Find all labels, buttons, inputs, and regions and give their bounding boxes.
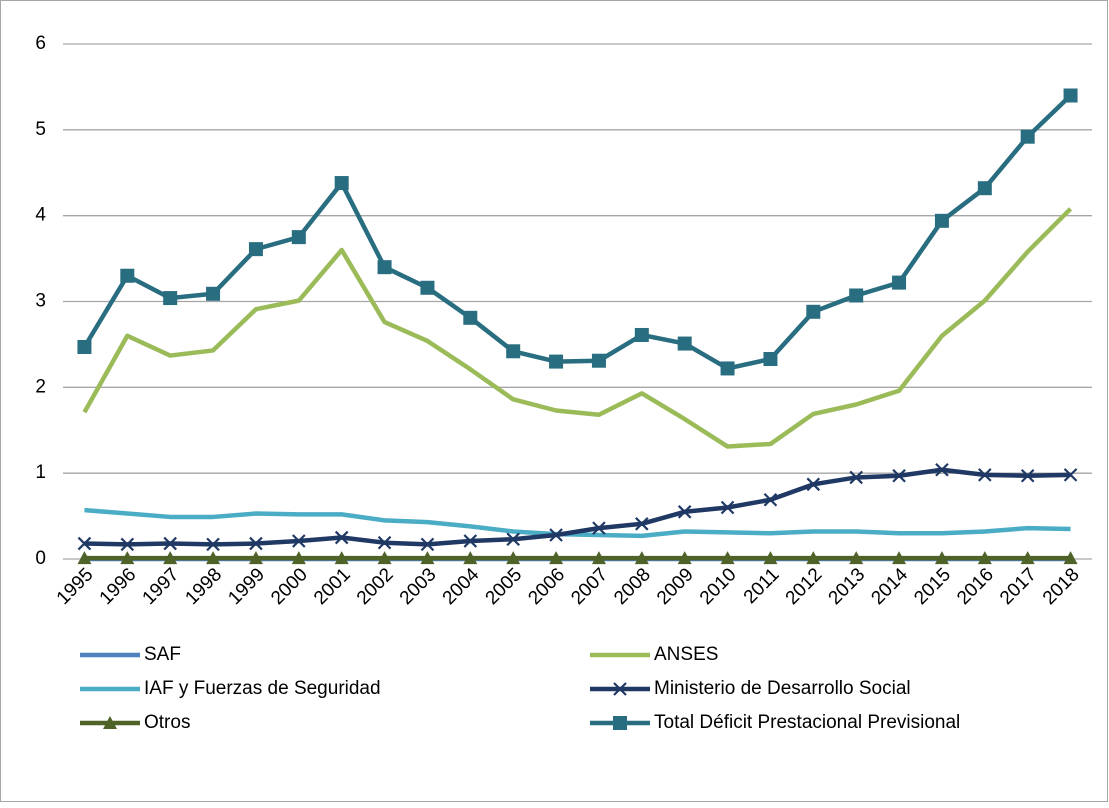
marker [291, 230, 306, 245]
marker [463, 551, 478, 565]
marker [720, 500, 735, 515]
marker [849, 551, 864, 565]
marker [377, 535, 392, 550]
legend-label: Total Déficit Prestacional Previsional [654, 712, 960, 733]
marker [163, 551, 178, 565]
y-tick-label: 4 [35, 205, 46, 226]
marker [206, 551, 221, 565]
marker [806, 477, 821, 492]
y-tick-label: 3 [35, 291, 46, 312]
series-line [82, 93, 1073, 371]
marker [248, 551, 263, 565]
marker [720, 361, 735, 376]
marker [420, 537, 435, 552]
marker [849, 288, 864, 303]
marker [677, 505, 692, 519]
marker [1063, 551, 1078, 565]
legend-label: IAF y Fuerzas de Seguridad [144, 678, 381, 699]
marker [677, 551, 692, 565]
marker [806, 551, 821, 565]
marker [292, 534, 306, 548]
series-line [84, 467, 1071, 547]
marker [206, 286, 221, 301]
marker [613, 682, 627, 696]
legend-label: Ministerio de Desarrollo Social [654, 678, 911, 699]
marker [163, 291, 178, 306]
legend-label: SAF [144, 644, 181, 665]
marker [634, 327, 649, 342]
marker [77, 339, 92, 354]
marker [249, 536, 263, 551]
marker [763, 492, 778, 507]
y-tick-label: 5 [35, 119, 46, 140]
marker [892, 551, 907, 565]
marker [506, 551, 521, 565]
marker [120, 268, 135, 283]
series-line [82, 207, 1073, 449]
marker [849, 470, 863, 485]
marker [506, 344, 521, 359]
marker [291, 551, 306, 565]
marker [103, 716, 117, 729]
marker [934, 551, 949, 565]
series-line [84, 507, 1071, 539]
marker [334, 176, 349, 191]
marker [977, 551, 992, 565]
marker [549, 551, 564, 565]
marker [549, 528, 563, 542]
marker [463, 310, 478, 325]
marker [978, 468, 992, 482]
marker [206, 537, 220, 552]
marker [77, 551, 92, 565]
y-tick-label: 1 [35, 462, 46, 483]
marker [720, 551, 735, 565]
legend-label: ANSES [654, 644, 718, 665]
marker [463, 534, 478, 548]
marker [892, 275, 907, 290]
marker [77, 536, 92, 551]
marker [977, 181, 992, 196]
marker [591, 551, 606, 565]
marker [591, 353, 606, 368]
marker [763, 352, 778, 367]
marker [163, 536, 177, 551]
marker [1020, 551, 1035, 565]
marker [420, 280, 435, 295]
marker [1020, 129, 1035, 144]
marker [613, 716, 627, 730]
marker [763, 551, 778, 565]
marker [549, 354, 564, 369]
y-tick-label: 6 [35, 33, 46, 54]
marker [892, 468, 906, 483]
marker [1063, 88, 1078, 103]
marker [420, 551, 435, 565]
marker [1063, 468, 1078, 482]
marker [506, 532, 520, 547]
marker [806, 304, 821, 319]
marker [635, 517, 649, 531]
marker [935, 462, 949, 477]
y-tick-label: 2 [35, 376, 46, 397]
marker [592, 521, 606, 535]
marker [634, 551, 649, 565]
legend-label: Otros [144, 712, 190, 733]
marker [1020, 468, 1035, 483]
marker [334, 530, 349, 545]
marker [377, 260, 392, 275]
marker [248, 242, 263, 257]
marker [120, 551, 135, 565]
y-tick-label: 0 [35, 548, 46, 569]
marker [377, 551, 392, 565]
marker [334, 551, 349, 565]
marker [934, 213, 949, 228]
marker [120, 537, 135, 552]
marker [677, 336, 692, 351]
